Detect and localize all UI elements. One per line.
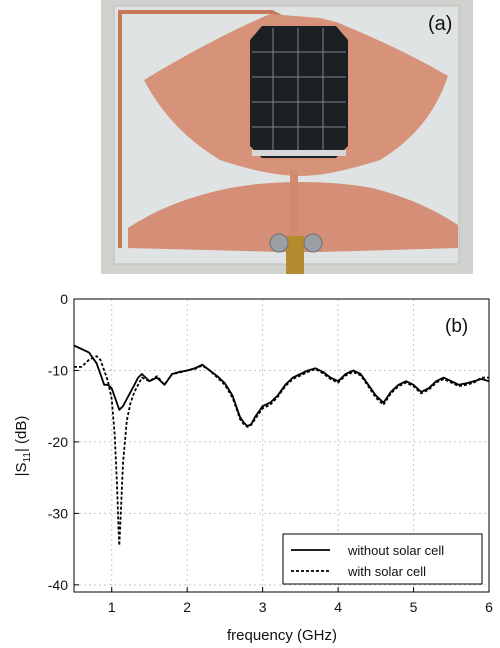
legend-label-without-solar-cell: without solar cell xyxy=(347,543,444,558)
s11-chart: 1 2 3 4 5 6 0 -10 -20 -30 -40 (b) frequency (GHz)… xyxy=(13,291,493,644)
y-tick-label: -20 xyxy=(48,434,68,450)
x-tick-label: 2 xyxy=(183,599,191,615)
legend-label-with-solar-cell: with solar cell xyxy=(347,564,426,579)
series-layer xyxy=(73,344,490,547)
solar-cell xyxy=(250,26,348,158)
legend: without solar cell with solar cell xyxy=(282,533,483,585)
solar-cell-busbar xyxy=(252,150,346,156)
x-tick-label: 4 xyxy=(334,599,342,615)
feed-line xyxy=(290,170,298,242)
x-tick-label: 6 xyxy=(485,599,493,615)
y-tick-label: 0 xyxy=(60,291,68,307)
y-axis-label-tail: | (dB) xyxy=(13,416,30,452)
y-tick-label: -30 xyxy=(48,505,68,521)
series-line-with-solar-cell xyxy=(74,355,489,547)
x-tick-label: 1 xyxy=(108,599,116,615)
x-tick-label: 5 xyxy=(410,599,418,615)
photo-panel-label: (a) xyxy=(428,13,452,35)
x-tick-label: 3 xyxy=(259,599,267,615)
antenna-photo: (a) xyxy=(101,0,473,274)
screw-right xyxy=(303,233,323,253)
legend-box xyxy=(282,533,483,585)
y-axis-label-main: |S xyxy=(13,462,30,476)
chart-panel-label: (b) xyxy=(445,316,468,337)
y-tick-label: -40 xyxy=(48,577,68,593)
plot-frame xyxy=(73,298,490,593)
connector xyxy=(286,236,304,274)
y-axis-label: |S11| (dB) xyxy=(13,416,33,477)
y-tick-label: -10 xyxy=(48,362,68,378)
y-axis-label-subscript: 11 xyxy=(22,452,33,463)
x-axis-label: frequency (GHz) xyxy=(227,627,337,644)
feed-trace xyxy=(118,10,281,248)
screw-left xyxy=(269,233,289,253)
y-ticks: 0 -10 -20 -30 -40 xyxy=(48,291,79,593)
solar-cell-grid xyxy=(252,28,346,156)
x-ticks: 1 2 3 4 5 6 xyxy=(108,587,493,615)
